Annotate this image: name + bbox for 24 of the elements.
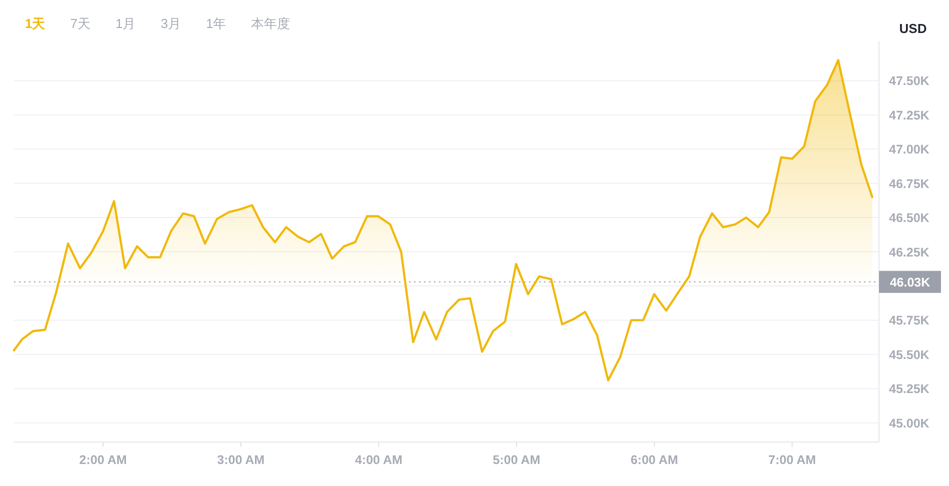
y-tick-label: 46.75K bbox=[889, 176, 930, 191]
x-tick-label: 5:00 AM bbox=[492, 453, 540, 467]
text: 本年度 bbox=[251, 16, 290, 31]
y-tick-label: 45.00K bbox=[889, 416, 930, 430]
y-tick-label: 46.50K bbox=[889, 211, 930, 226]
y-tick-label: 45.25K bbox=[889, 382, 930, 396]
y-tick-label: 47.25K bbox=[889, 108, 930, 122]
y-tick-label: 47.50K bbox=[889, 74, 930, 88]
y-tick-label: 45.50K bbox=[889, 348, 930, 362]
x-tick-label: 7:00 AM bbox=[768, 453, 816, 467]
text: 7天 bbox=[70, 16, 90, 31]
y-axis-title: USD bbox=[899, 21, 927, 36]
x-tick-label: 4:00 AM bbox=[354, 453, 402, 467]
text: 1月 bbox=[115, 16, 136, 31]
text: 3月 bbox=[160, 16, 181, 31]
x-tick-label: 3:00 AM bbox=[217, 453, 265, 467]
y-tick-label: 47.00K bbox=[889, 142, 930, 157]
text: 1年 bbox=[206, 16, 226, 31]
y-tick-label: 45.75K bbox=[889, 314, 930, 328]
x-tick-label: 2:00 AM bbox=[79, 453, 127, 467]
text: 1天 bbox=[25, 16, 46, 31]
y-tick-label: 46.25K bbox=[889, 245, 930, 260]
x-tick-label: 6:00 AM bbox=[630, 453, 678, 467]
ref-line-label: 46.03K bbox=[890, 275, 930, 290]
